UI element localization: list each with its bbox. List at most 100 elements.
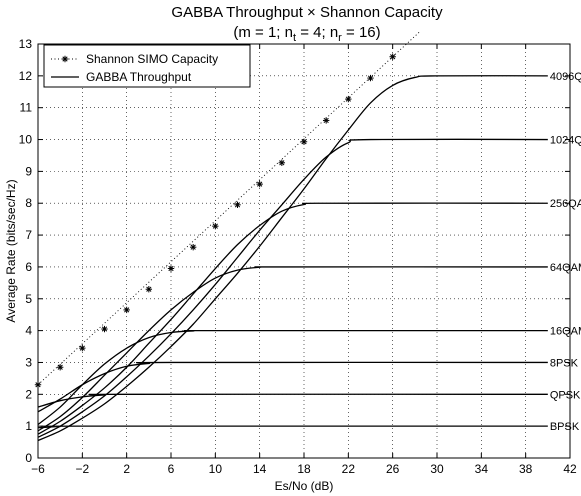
- x-tick-label: 2: [123, 462, 130, 476]
- annotation-bg: [548, 132, 581, 147]
- x-tick-label: 34: [475, 462, 489, 476]
- y-tick-label: 4: [25, 324, 32, 338]
- annotation-1024qam: 1024QAM: [550, 135, 581, 147]
- subtitle-part-3: = 16): [342, 24, 381, 41]
- legend-shannon-marker: [51, 55, 79, 63]
- y-tick-label: 3: [25, 355, 32, 369]
- star-stroke: [301, 139, 307, 145]
- shannon-point: [256, 180, 263, 188]
- star-stroke: [57, 364, 63, 370]
- shannon-point: [145, 286, 153, 293]
- y-tick-label: 13: [19, 37, 33, 51]
- star-stroke: [257, 181, 263, 187]
- annotation-bg: [548, 323, 581, 338]
- legend-star: [61, 55, 69, 63]
- shannon-point: [79, 344, 86, 352]
- star-stroke: [101, 326, 108, 332]
- x-tick-label: −2: [75, 462, 89, 476]
- chart-subtitle: (m = 1; nt = 4; nr = 16): [233, 24, 380, 44]
- grid-lines: [38, 44, 570, 458]
- annotation-64qam: 64QAM: [550, 262, 581, 274]
- throughput-curve-8psk: [37, 361, 548, 413]
- y-tick-label: 11: [20, 101, 33, 115]
- x-tick-label: 26: [386, 462, 400, 476]
- throughput-curve-64qam: [37, 266, 548, 432]
- legend-box: [43, 44, 251, 88]
- shannon-point: [101, 325, 108, 333]
- throughput-curve-1024qam: [37, 138, 548, 438]
- annotation-256qam: 256QAM: [550, 198, 581, 210]
- y-tick-label: 9: [25, 164, 32, 178]
- star-stroke: [279, 160, 285, 166]
- y-tick-label: 6: [25, 260, 32, 274]
- star-stroke: [190, 244, 196, 250]
- y-tick-label: 10: [19, 133, 33, 147]
- x-axis-label: Es/No (dB): [275, 479, 334, 493]
- y-tick-label: 2: [25, 387, 32, 401]
- annotation-8psk: 8PSK: [550, 357, 579, 369]
- annotation-bg: [548, 419, 579, 434]
- shannon-point: [167, 265, 175, 272]
- annotation-4096qam: 4096QAM: [550, 71, 581, 83]
- subtitle-subscript-r: r: [338, 32, 342, 44]
- star-stroke: [146, 286, 152, 292]
- annotation-bg: [548, 259, 581, 274]
- star-stroke: [390, 54, 396, 60]
- star-stroke: [79, 345, 85, 351]
- star-stroke: [168, 265, 174, 272]
- x-tick-label: 22: [342, 462, 356, 476]
- axis-ticks: −6 −2 2 6 10 14 18 22 26 30 34 38 420123456789101112…: [19, 37, 577, 476]
- shannon-point: [212, 222, 219, 230]
- shannon-series: [34, 30, 421, 388]
- shannon-point: [56, 364, 64, 371]
- star-stroke: [212, 223, 218, 229]
- star-stroke: [234, 202, 241, 208]
- shannon-point: [367, 74, 374, 82]
- subtitle-part-1: (m = 1; n: [233, 24, 293, 41]
- throughput-curve-qpsk: [37, 393, 548, 408]
- plot-frame: [37, 43, 571, 459]
- subtitle-subscript-t: t: [293, 32, 296, 44]
- y-tick-label: 1: [25, 419, 32, 433]
- star-stroke: [124, 307, 130, 313]
- x-tick-label: 14: [253, 462, 267, 476]
- x-tick-label: 42: [563, 462, 577, 476]
- annotation-bg: [548, 68, 581, 83]
- shannon-point: [234, 201, 241, 209]
- annotation-bpsk: BPSK: [550, 421, 580, 433]
- annotation-bg: [548, 196, 581, 211]
- shannon-point: [189, 243, 197, 251]
- chart-title: GABBA Throughput × Shannon Capacity: [171, 4, 443, 21]
- annotation-bg: [548, 355, 579, 370]
- star-stroke: [367, 75, 374, 81]
- y-tick-label: 5: [25, 292, 32, 306]
- annotation-qpsk: QPSK: [550, 389, 581, 401]
- legend-throughput-label: GABBA Throughput: [86, 70, 192, 84]
- y-tick-label: 7: [25, 228, 32, 242]
- star-stroke: [323, 117, 329, 124]
- shannon-point: [300, 138, 308, 145]
- x-tick-label: 6: [168, 462, 175, 476]
- shannon-dotted-line: [37, 30, 421, 386]
- throughput-curves: [37, 75, 548, 442]
- x-tick-label: 38: [519, 462, 533, 476]
- throughput-curve-256qam: [37, 202, 548, 435]
- shannon-point: [389, 53, 396, 60]
- shannon-point: [278, 159, 286, 166]
- x-tick-label: 18: [297, 462, 311, 476]
- legend-shannon-label: Shannon SIMO Capacity: [86, 52, 218, 66]
- legend: Shannon SIMO Capacity GABBA Throughput: [43, 44, 251, 88]
- y-tick-label: 0: [25, 451, 32, 465]
- throughput-curve-bpsk: [37, 425, 548, 429]
- x-tick-label: −6: [31, 462, 45, 476]
- star-stroke: [62, 56, 68, 62]
- x-tick-label: 10: [209, 462, 223, 476]
- y-tick-label: 8: [25, 196, 32, 210]
- throughput-curve-4096qam: [37, 75, 548, 442]
- throughput-curve-16qam: [37, 329, 548, 426]
- subtitle-part-2: = 4; n: [296, 24, 338, 41]
- star-stroke: [345, 96, 351, 102]
- annotation-bg: [548, 387, 579, 402]
- x-tick-label: 30: [430, 462, 444, 476]
